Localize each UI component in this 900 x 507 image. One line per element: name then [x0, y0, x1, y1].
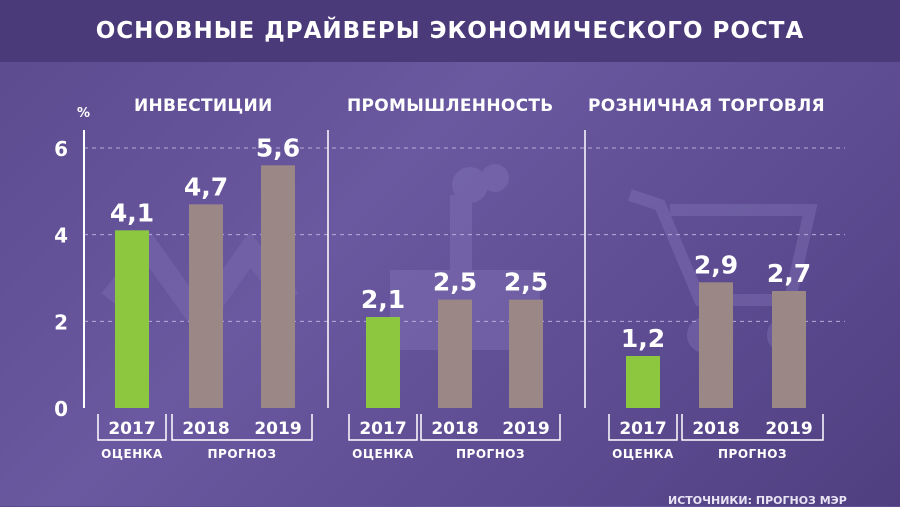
- x-tick-label: 2019: [502, 419, 549, 439]
- bar: [189, 204, 223, 408]
- x-tick-label: 2018: [692, 419, 739, 439]
- panel-title-retail: РОЗНИЧНАЯ ТОРГОВЛЯ: [588, 96, 825, 116]
- y-tick-label: 4: [54, 224, 68, 248]
- y-tick-label: 2: [54, 310, 68, 334]
- data-label: 2,5: [504, 268, 548, 297]
- estimate-bracket: [608, 414, 678, 441]
- x-tick-label: 2017: [619, 419, 666, 439]
- x-tick-label: 2018: [182, 419, 229, 439]
- panel-title-investments: ИНВЕСТИЦИИ: [134, 96, 273, 116]
- data-label: 2,1: [361, 285, 405, 314]
- data-label: 2,5: [433, 268, 477, 297]
- forecast-bracket: [681, 414, 824, 441]
- estimate-label: ОЦЕНКА: [352, 447, 414, 461]
- y-tick-label: 6: [54, 137, 68, 161]
- panel-title-industry: ПРОМЫШЛЕННОСТЬ: [347, 96, 554, 116]
- x-tick-label: 2017: [359, 419, 406, 439]
- data-label: 2,9: [694, 250, 738, 279]
- data-label: 4,7: [184, 172, 228, 201]
- data-label: 5,6: [256, 133, 300, 162]
- estimate-label: ОЦЕНКА: [612, 447, 674, 461]
- x-tick-label: 2019: [765, 419, 812, 439]
- y-tick-label: 0: [54, 397, 68, 421]
- forecast-label: ПРОГНОЗ: [718, 447, 787, 461]
- bar: [509, 299, 543, 408]
- bar: [261, 165, 295, 408]
- forecast-bracket: [420, 414, 561, 441]
- bar: [438, 299, 472, 408]
- forecast-bracket: [171, 414, 313, 441]
- data-label: 4,1: [110, 198, 154, 227]
- data-label: 1,2: [621, 324, 665, 353]
- bar: [626, 356, 660, 408]
- source-footer: ИСТОЧНИКИ: ПРОГНОЗ МЭР: [668, 494, 847, 507]
- forecast-label: ПРОГНОЗ: [208, 447, 277, 461]
- forecast-label: ПРОГНОЗ: [456, 447, 525, 461]
- estimate-label: ОЦЕНКА: [101, 447, 163, 461]
- x-tick-label: 2017: [108, 419, 155, 439]
- y-unit-label: %: [77, 106, 91, 121]
- bar: [772, 291, 806, 408]
- estimate-bracket: [348, 414, 418, 441]
- title-bar: ОСНОВНЫЕ ДРАЙВЕРЫ ЭКОНОМИЧЕСКОГО РОСТА: [0, 0, 900, 62]
- bar: [115, 230, 149, 408]
- estimate-bracket: [97, 414, 167, 441]
- x-tick-label: 2018: [431, 419, 478, 439]
- bar: [699, 282, 733, 408]
- bar: [366, 317, 400, 408]
- x-tick-label: 2019: [254, 419, 301, 439]
- chart-title: ОСНОВНЫЕ ДРАЙВЕРЫ ЭКОНОМИЧЕСКОГО РОСТА: [95, 18, 805, 44]
- data-label: 2,7: [767, 259, 811, 288]
